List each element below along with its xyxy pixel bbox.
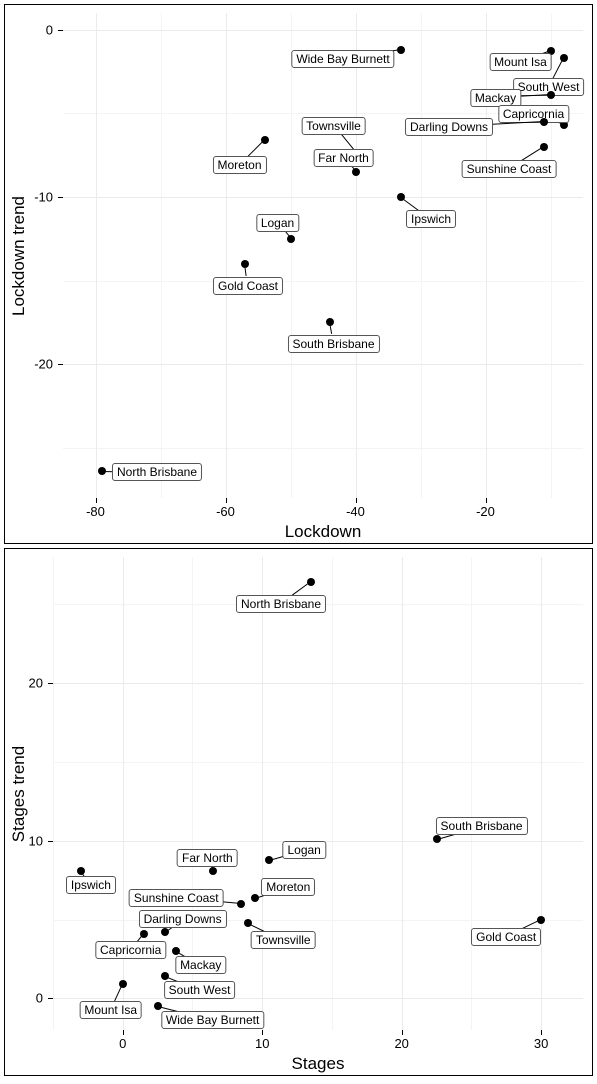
- tick-label-x: 0: [119, 1036, 126, 1051]
- point-label: Capricornia: [95, 941, 166, 959]
- point-label: Moreton: [261, 878, 315, 896]
- point-label: Mackay: [175, 956, 226, 974]
- axis-title-x: Lockdown: [285, 522, 362, 542]
- point-label: Moreton: [212, 156, 266, 174]
- scatter-point: [237, 900, 245, 908]
- point-label: Far North: [313, 149, 374, 167]
- tick-mark-y: [48, 841, 53, 842]
- tick-mark-x: [96, 498, 97, 503]
- gridline-major-v: [96, 13, 97, 498]
- gridline-major-v: [541, 557, 542, 1030]
- panel-lockdown: Wide Bay BurnettMount IsaSouth WestMacka…: [4, 4, 593, 544]
- point-label: Wide Bay Burnett: [161, 1011, 264, 1029]
- tick-label-x: -60: [216, 504, 235, 519]
- label-leader: [552, 58, 563, 79]
- figure-container: Wide Bay Burnett Mount Isa South West Macka…: [0, 0, 597, 1084]
- gridline-major-h: [53, 683, 583, 684]
- gridline-major-v: [123, 557, 124, 1030]
- point-label: Logan: [256, 214, 299, 232]
- tick-label-y: 0: [7, 991, 43, 1006]
- point-label: Townsville: [251, 931, 316, 949]
- point-label: Sunshine Coast: [462, 160, 557, 178]
- point-label: South Brisbane: [287, 335, 379, 353]
- gridline-minor-h: [63, 448, 583, 449]
- tick-mark-y: [58, 197, 63, 198]
- tick-mark-y: [48, 683, 53, 684]
- gridline-minor-v: [332, 557, 333, 1030]
- gridline-minor-h: [63, 281, 583, 282]
- gridline-minor-h: [53, 762, 583, 763]
- point-label: Mount Isa: [489, 53, 552, 71]
- tick-mark-x: [486, 498, 487, 503]
- point-label: Ipswich: [406, 210, 456, 228]
- gridline-major-h: [63, 30, 583, 31]
- gridline-minor-v: [161, 13, 162, 498]
- tick-label-x: -20: [476, 504, 495, 519]
- plot-area: Wide Bay BurnettMount IsaSouth WestMacka…: [63, 13, 583, 498]
- gridline-major-v: [356, 13, 357, 498]
- gridline-minor-v: [421, 13, 422, 498]
- tick-mark-x: [541, 1030, 542, 1035]
- tick-mark-x: [402, 1030, 403, 1035]
- gridline-major-v: [226, 13, 227, 498]
- point-label: Mount Isa: [79, 1001, 142, 1019]
- gridline-minor-h: [53, 920, 583, 921]
- point-label: North Brisbane: [112, 463, 202, 481]
- point-label: Ipswich: [66, 876, 116, 894]
- gridline-minor-v: [291, 13, 292, 498]
- tick-mark-x: [123, 1030, 124, 1035]
- tick-label-x: 30: [534, 1036, 548, 1051]
- tick-mark-y: [48, 998, 53, 999]
- point-label: Townsville: [301, 117, 366, 135]
- point-label: Darling Downs: [405, 118, 493, 136]
- tick-label-x: 20: [394, 1036, 408, 1051]
- gridline-major-v: [402, 557, 403, 1030]
- tick-mark-y: [58, 30, 63, 31]
- panel-stages: North Brisbane South Brisbane Logan Ipswich…: [4, 548, 593, 1076]
- point-label: Capricornia: [498, 105, 569, 123]
- point-label: Logan: [282, 841, 325, 859]
- point-label: South Brisbane: [436, 817, 528, 835]
- tick-label-x: -40: [346, 504, 365, 519]
- axis-title-x: Stages: [292, 1054, 345, 1074]
- gridline-major-h: [63, 364, 583, 365]
- gridline-major-h: [63, 197, 583, 198]
- point-label: North Brisbane: [236, 595, 326, 613]
- point-label: Sunshine Coast: [129, 889, 224, 907]
- axis-title-y: Lockdown trend: [9, 195, 29, 315]
- point-label: Gold Coast: [471, 928, 541, 946]
- plot-area: North Brisbane South Brisbane Logan Ipswich…: [53, 557, 583, 1030]
- tick-label-y: 0: [7, 22, 53, 37]
- tick-label-x: 10: [255, 1036, 269, 1051]
- point-label: Far North: [177, 849, 238, 867]
- gridline-major-v: [262, 557, 263, 1030]
- gridline-minor-v: [53, 557, 54, 1030]
- tick-mark-x: [356, 498, 357, 503]
- tick-mark-x: [226, 498, 227, 503]
- tick-label-x: -80: [86, 504, 105, 519]
- point-label: Darling Downs: [139, 910, 227, 928]
- point-label: Gold Coast: [213, 277, 283, 295]
- gridline-major-v: [486, 13, 487, 498]
- tick-label-y: -20: [7, 357, 53, 372]
- gridline-major-h: [53, 998, 583, 999]
- point-label: South West: [164, 981, 236, 999]
- tick-label-y: 20: [7, 676, 43, 691]
- point-label: Wide Bay Burnett: [291, 50, 394, 68]
- tick-mark-x: [262, 1030, 263, 1035]
- tick-mark-y: [58, 364, 63, 365]
- axis-title-y: Stages trend: [9, 745, 29, 841]
- gridline-minor-v: [471, 557, 472, 1030]
